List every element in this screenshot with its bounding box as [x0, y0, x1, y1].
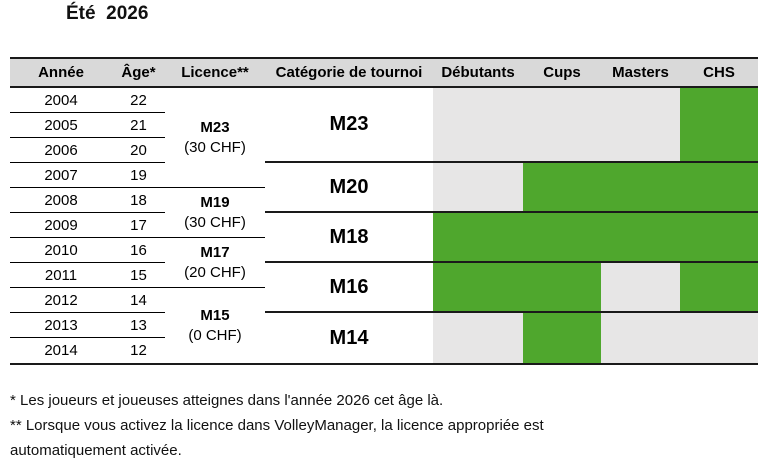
- year-cell: 2014: [44, 342, 78, 359]
- year-cell: 2010: [10, 238, 112, 263]
- footnote-licence-line2: automatiquement activée.: [10, 442, 182, 459]
- col-header-masters: Masters: [601, 57, 680, 88]
- category-cell-m20: M20: [265, 163, 433, 213]
- col-header-debutants: Débutants: [433, 57, 523, 88]
- age-cell: 16: [112, 238, 165, 263]
- col-header-age: Âge*: [112, 57, 165, 88]
- age-cell: 22: [112, 88, 165, 113]
- age-cell: 19: [112, 163, 165, 188]
- avail-m23-debutants: [433, 88, 523, 163]
- avail-m16-debutants: [433, 263, 523, 313]
- col-header-chs: CHS: [680, 57, 758, 88]
- year-cell: 2012: [10, 288, 112, 313]
- year-cell: 2013: [10, 313, 112, 338]
- licence-name: M19: [200, 193, 230, 211]
- age-cell: 12: [130, 342, 147, 359]
- avail-m20-masters: [601, 163, 680, 213]
- year-cell: 2008: [10, 188, 112, 213]
- avail-m18-chs: [680, 213, 758, 263]
- avail-m23-cups: [523, 88, 601, 163]
- avail-m16-masters: [601, 263, 680, 313]
- col-header-cups: Cups: [523, 57, 601, 88]
- avail-m23-chs: [680, 88, 758, 163]
- age-cell: 21: [112, 113, 165, 138]
- avail-m16-cups: [523, 263, 601, 313]
- avail-m16-chs: [680, 263, 758, 313]
- age-cell: 13: [112, 313, 165, 338]
- tournament-category-table: Année Âge* Licence** Catégorie de tourno…: [10, 57, 758, 365]
- avail-m18-masters: [601, 213, 680, 263]
- avail-m14-chs: [680, 313, 758, 363]
- licence-name: M23: [200, 118, 230, 136]
- age-cell: 14: [112, 288, 165, 313]
- year-cell: 2009: [10, 213, 112, 238]
- category-cell-m18: M18: [265, 213, 433, 263]
- year-cell: 2004: [10, 88, 112, 113]
- avail-m20-cups: [523, 163, 601, 213]
- footnote-age: * Les joueurs et joueuses atteignes dans…: [10, 392, 444, 409]
- category-cell-m14: M14: [329, 326, 369, 349]
- footnotes: * Les joueurs et joueuses atteignes dans…: [10, 388, 760, 463]
- year-cell: 2011: [10, 263, 112, 288]
- licence-cell-m15: M15 (0 CHF): [165, 288, 265, 363]
- col-header-licence: Licence**: [165, 57, 265, 88]
- avail-m18-debutants: [433, 213, 523, 263]
- licence-cell-m19: M19 (30 CHF): [165, 188, 265, 238]
- licence-name: M17: [200, 243, 230, 261]
- licence-price: (0 CHF): [188, 326, 242, 344]
- year-cell: 2006: [10, 138, 112, 163]
- year-cell: 2007: [10, 163, 112, 188]
- col-header-annee: Année: [10, 57, 112, 88]
- page-title: Été 2026: [66, 3, 149, 24]
- avail-m18-cups: [523, 213, 601, 263]
- footnote-licence-line1: ** Lorsque vous activez la licence dans …: [10, 417, 544, 434]
- licence-cell-m23: M23 (30 CHF): [165, 88, 265, 188]
- avail-m20-debutants: [433, 163, 523, 213]
- licence-price: (30 CHF): [184, 213, 246, 231]
- age-cell: 17: [112, 213, 165, 238]
- age-cell: 20: [112, 138, 165, 163]
- avail-m14-cups: [523, 313, 601, 363]
- year-cell: 2005: [10, 113, 112, 138]
- licence-cell-m17: M17 (20 CHF): [165, 238, 265, 288]
- age-cell: 15: [112, 263, 165, 288]
- category-cell-m23: M23: [265, 88, 433, 163]
- category-cell-m16: M16: [265, 263, 433, 313]
- avail-m20-chs: [680, 163, 758, 213]
- age-cell: 18: [112, 188, 165, 213]
- avail-m14-masters: [601, 313, 680, 363]
- licence-price: (30 CHF): [184, 138, 246, 156]
- avail-m14-debutants: [433, 313, 523, 363]
- licence-price: (20 CHF): [184, 263, 246, 281]
- avail-m23-masters: [601, 88, 680, 163]
- licence-name: M15: [200, 306, 230, 324]
- col-header-categorie: Catégorie de tournoi: [265, 57, 433, 88]
